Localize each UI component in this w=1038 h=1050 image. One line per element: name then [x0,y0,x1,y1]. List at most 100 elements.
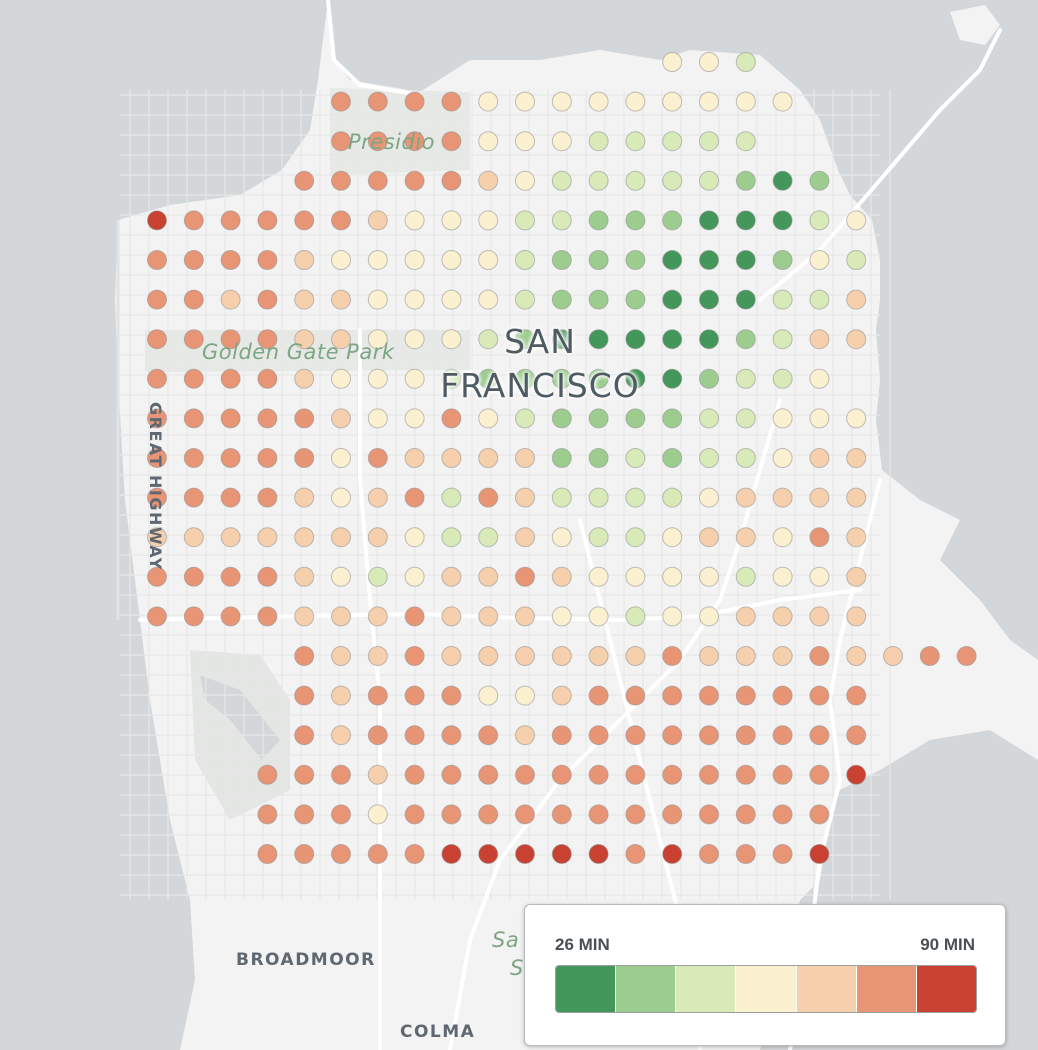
travel-time-dot[interactable] [367,131,388,152]
travel-time-dot[interactable] [735,527,756,548]
travel-time-dot[interactable] [331,566,351,587]
travel-time-dot[interactable] [478,448,499,468]
travel-time-dot[interactable] [367,368,388,389]
travel-time-dot[interactable] [367,764,388,785]
travel-time-dot[interactable] [735,448,756,468]
travel-time-dot[interactable] [699,764,719,785]
travel-time-dot[interactable] [404,210,425,231]
travel-time-dot[interactable] [772,685,793,706]
travel-time-dot[interactable] [772,250,793,270]
travel-time-dot[interactable] [367,527,388,548]
travel-time-dot[interactable] [367,170,388,191]
travel-time-dot[interactable] [625,91,646,112]
travel-time-dot[interactable] [846,566,867,587]
travel-time-dot[interactable] [699,210,719,231]
travel-time-dot[interactable] [183,487,204,508]
travel-time-dot[interactable] [441,368,462,389]
travel-time-dot[interactable] [588,329,609,350]
travel-time-dot[interactable] [699,527,719,548]
travel-time-dot[interactable] [625,685,646,706]
travel-time-dot[interactable] [183,527,204,548]
travel-time-dot[interactable] [735,566,756,587]
travel-time-dot[interactable] [257,804,278,825]
travel-time-dot[interactable] [257,527,278,548]
travel-time-dot[interactable] [699,170,719,191]
travel-time-dot[interactable] [220,329,241,350]
travel-time-dot[interactable] [515,250,535,270]
travel-time-dot[interactable] [625,725,646,746]
travel-time-dot[interactable] [699,408,719,429]
travel-time-dot[interactable] [809,566,830,587]
travel-time-dot[interactable] [699,646,719,666]
travel-time-dot[interactable] [367,606,388,627]
travel-time-dot[interactable] [183,408,204,429]
travel-time-dot[interactable] [331,685,351,706]
travel-time-dot[interactable] [183,606,204,627]
travel-time-dot[interactable] [551,804,572,825]
travel-time-dot[interactable] [478,606,499,627]
travel-time-dot[interactable] [699,487,719,508]
travel-time-dot[interactable] [220,487,241,508]
travel-time-dot[interactable] [404,646,425,666]
travel-time-dot[interactable] [294,725,315,746]
travel-time-dot[interactable] [331,250,351,270]
travel-time-dot[interactable] [846,646,867,666]
travel-time-dot[interactable] [404,566,425,587]
travel-time-dot[interactable] [220,527,241,548]
travel-time-dot[interactable] [257,844,278,864]
travel-time-dot[interactable] [257,606,278,627]
travel-time-dot[interactable] [367,804,388,825]
travel-time-dot[interactable] [515,329,535,350]
travel-time-dot[interactable] [367,250,388,270]
travel-time-dot[interactable] [367,408,388,429]
travel-time-dot[interactable] [662,764,683,785]
travel-time-dot[interactable] [478,725,499,746]
travel-time-dot[interactable] [441,408,462,429]
travel-time-dot[interactable] [662,566,683,587]
travel-time-dot[interactable] [515,566,535,587]
travel-time-dot[interactable] [699,250,719,270]
travel-time-dot[interactable] [331,170,351,191]
travel-time-dot[interactable] [404,804,425,825]
travel-time-dot[interactable] [551,844,572,864]
travel-time-dot[interactable] [257,329,278,350]
travel-time-dot[interactable] [551,487,572,508]
travel-time-dot[interactable] [809,170,830,191]
travel-time-dot[interactable] [809,725,830,746]
travel-time-dot[interactable] [294,804,315,825]
travel-time-dot[interactable] [257,448,278,468]
travel-time-dot[interactable] [220,606,241,627]
travel-time-dot[interactable] [404,764,425,785]
travel-time-dot[interactable] [294,685,315,706]
travel-time-dot[interactable] [367,725,388,746]
travel-time-dot[interactable] [515,844,535,864]
travel-time-dot[interactable] [699,606,719,627]
travel-time-dot[interactable] [257,487,278,508]
travel-time-dot[interactable] [257,764,278,785]
travel-time-dot[interactable] [147,368,167,389]
travel-time-dot[interactable] [588,606,609,627]
travel-time-dot[interactable] [478,844,499,864]
travel-time-dot[interactable] [699,52,719,72]
travel-time-dot[interactable] [772,646,793,666]
travel-time-dot[interactable] [257,408,278,429]
travel-time-dot[interactable] [331,487,351,508]
travel-time-dot[interactable] [441,646,462,666]
travel-time-dot[interactable] [294,487,315,508]
travel-time-dot[interactable] [699,329,719,350]
travel-time-dot[interactable] [441,487,462,508]
travel-time-dot[interactable] [809,844,830,864]
travel-time-dot[interactable] [551,448,572,468]
travel-time-dot[interactable] [772,170,793,191]
travel-time-dot[interactable] [809,487,830,508]
travel-time-dot[interactable] [588,646,609,666]
travel-time-dot[interactable] [220,408,241,429]
travel-time-dot[interactable] [662,487,683,508]
travel-time-dot[interactable] [809,804,830,825]
travel-time-dot[interactable] [331,448,351,468]
travel-time-dot[interactable] [441,329,462,350]
travel-time-dot[interactable] [404,448,425,468]
travel-time-dot[interactable] [551,131,572,152]
travel-time-dot[interactable] [662,289,683,310]
travel-time-dot[interactable] [294,289,315,310]
